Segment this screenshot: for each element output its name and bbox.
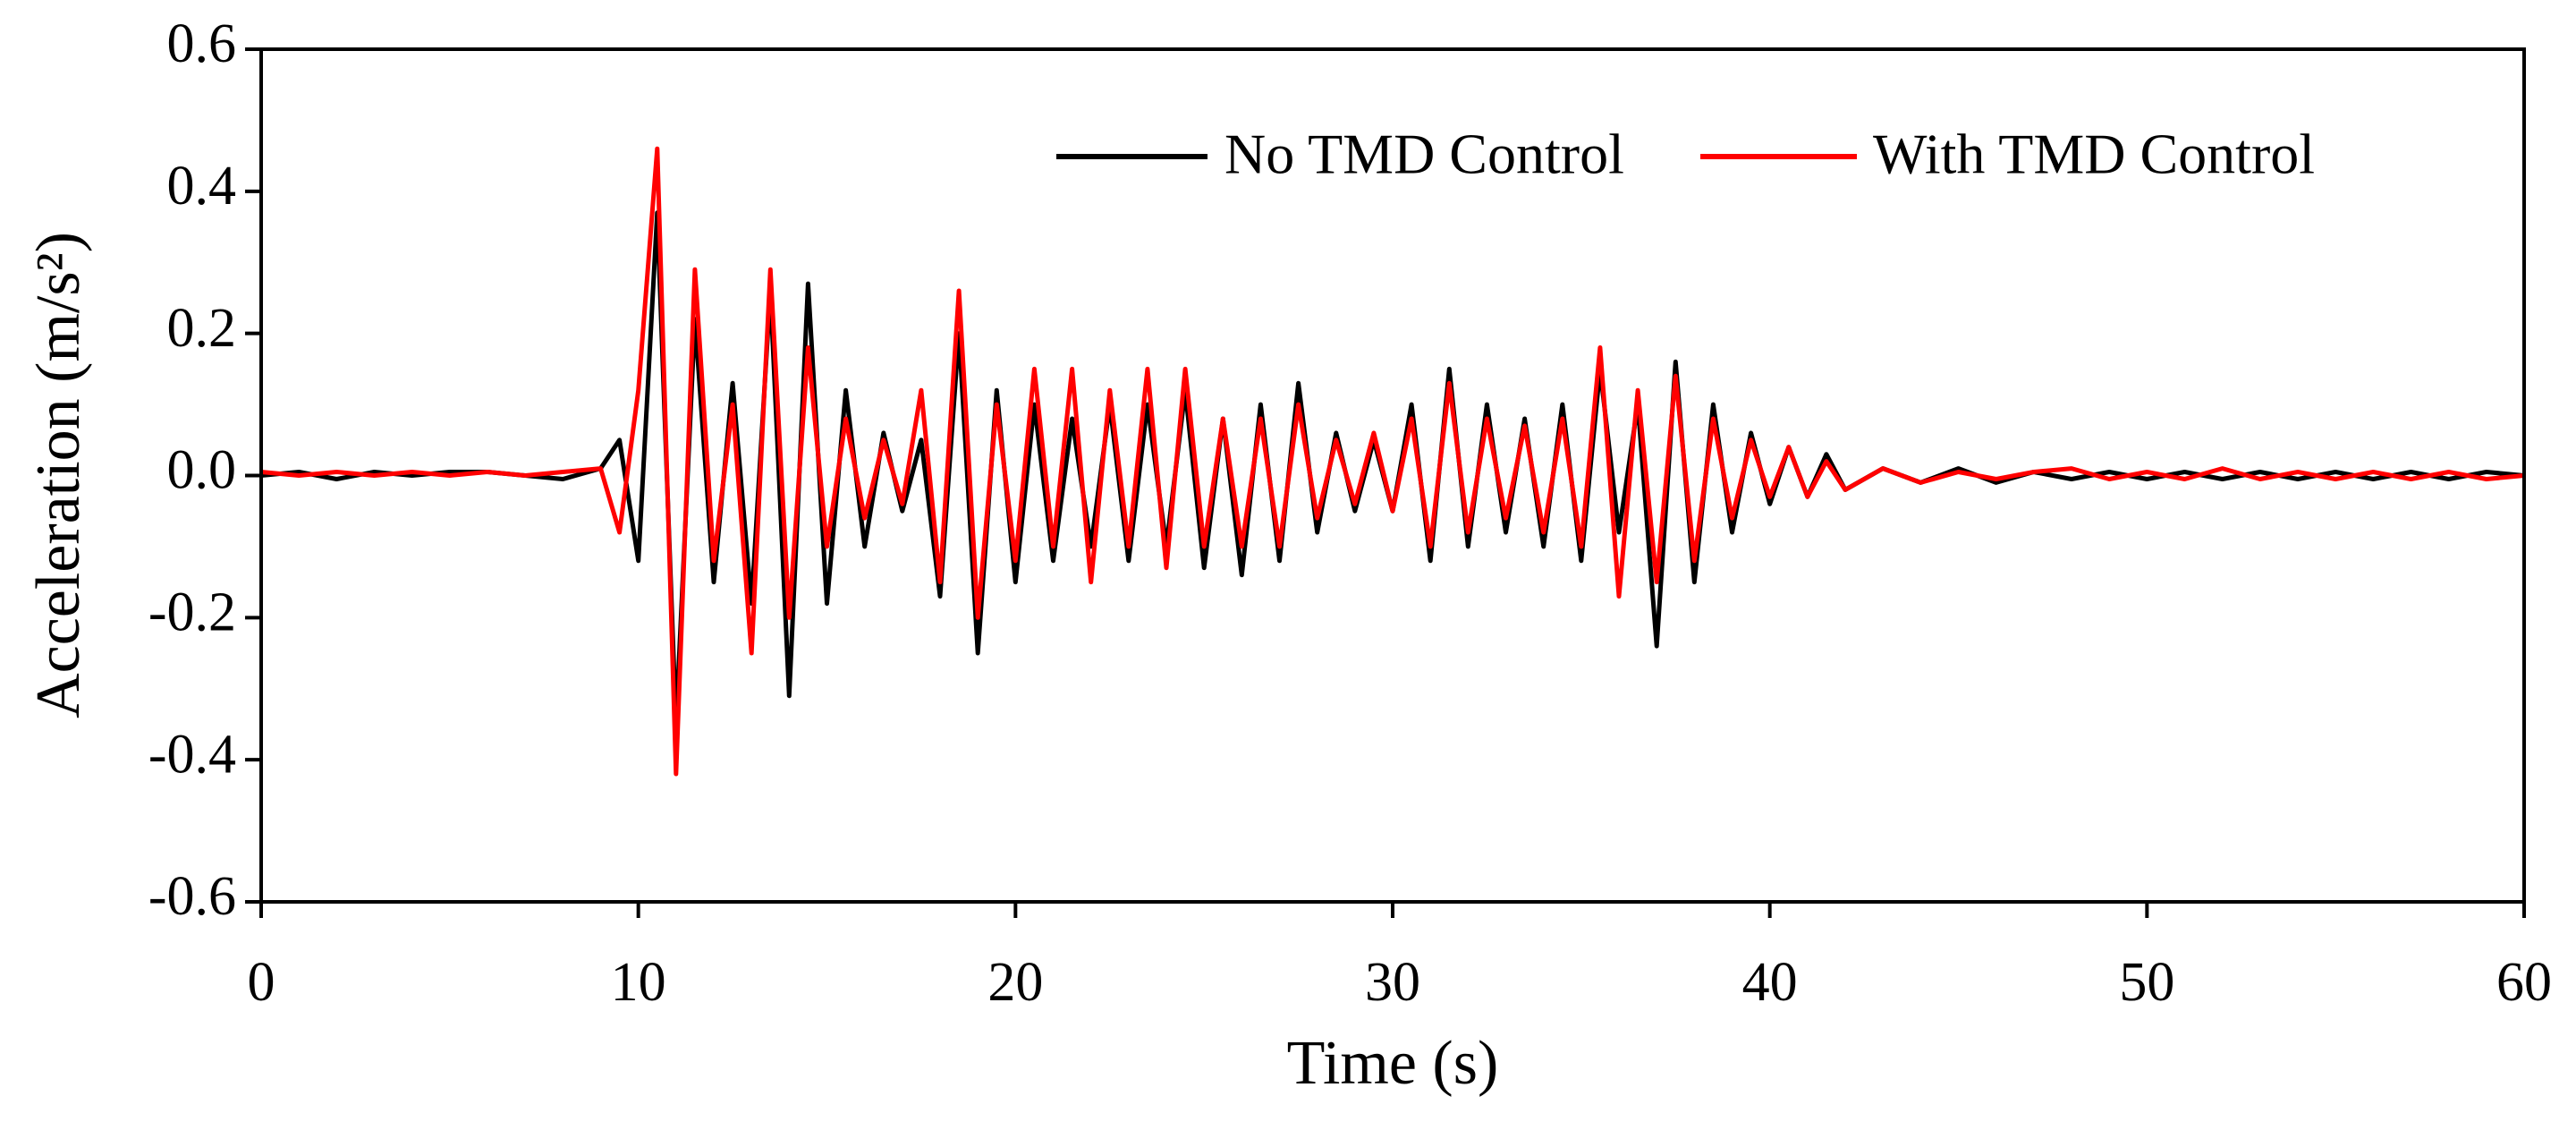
y-tick-label: 0.0 <box>167 440 237 501</box>
y-tick-label: 0.2 <box>167 298 237 359</box>
y-tick-label: -0.2 <box>148 582 236 643</box>
y-axis-title: Acceleration (m/s²) <box>24 232 93 718</box>
x-tick-label: 20 <box>987 952 1043 1013</box>
y-tick-label: -0.6 <box>148 866 236 927</box>
y-tick-label: 0.4 <box>167 156 237 217</box>
x-tick-label: 50 <box>2119 952 2174 1013</box>
x-tick-label: 0 <box>248 952 275 1013</box>
y-tick-label: 0.6 <box>167 13 237 74</box>
y-tick-label: -0.4 <box>148 724 236 785</box>
x-tick-label: 10 <box>611 952 666 1013</box>
x-axis-title: Time (s) <box>1287 1029 1499 1098</box>
line-series <box>260 146 2525 777</box>
legend-label: No TMD Control <box>1224 123 1624 186</box>
x-tick-label: 30 <box>1365 952 1420 1013</box>
x-tick-label: 60 <box>2496 952 2552 1013</box>
legend-label: With TMD Control <box>1873 123 2315 186</box>
x-tick-label: 40 <box>1742 952 1798 1013</box>
